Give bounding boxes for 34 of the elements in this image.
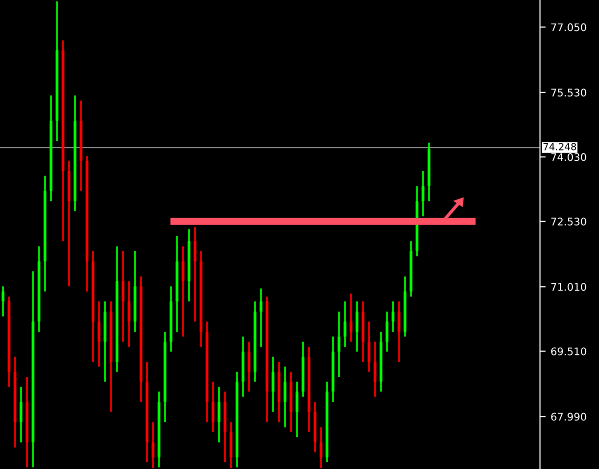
candlestick [218,386,220,444]
candlestick [344,300,346,348]
candlestick [128,280,130,348]
candlestick [182,245,184,338]
candlestick [284,366,286,428]
candlestick [386,310,388,352]
candlestick [122,250,124,343]
candlestick [2,285,4,318]
candlestick [194,226,196,322]
candlestick [212,380,214,433]
y-tick-label: 74.030 [551,153,586,162]
candlestick [350,292,352,343]
y-tick-label: 69.510 [551,347,586,356]
y-tick-label: 72.530 [551,218,586,226]
candlestick [320,426,322,469]
candlestick [356,300,358,352]
candlestick [368,320,370,373]
candlestick [398,300,400,363]
candlestick [374,340,376,398]
candlestick [260,288,262,348]
candlestick [272,356,274,413]
y-tick-label: 71.010 [551,282,586,291]
candlestick [20,386,22,444]
y-tick-label: 75.530 [551,88,586,97]
y-tick-label: 67.990 [551,412,586,421]
candlestick [248,340,250,392]
candlestick [152,421,154,469]
ref-line-label: 74.248 [543,143,576,150]
candlestick [422,170,424,218]
candlestick [98,300,100,368]
candlestick [392,300,394,333]
candlestick [296,380,298,438]
y-tick-label: 77.050 [551,23,586,32]
candlestick [338,310,340,378]
